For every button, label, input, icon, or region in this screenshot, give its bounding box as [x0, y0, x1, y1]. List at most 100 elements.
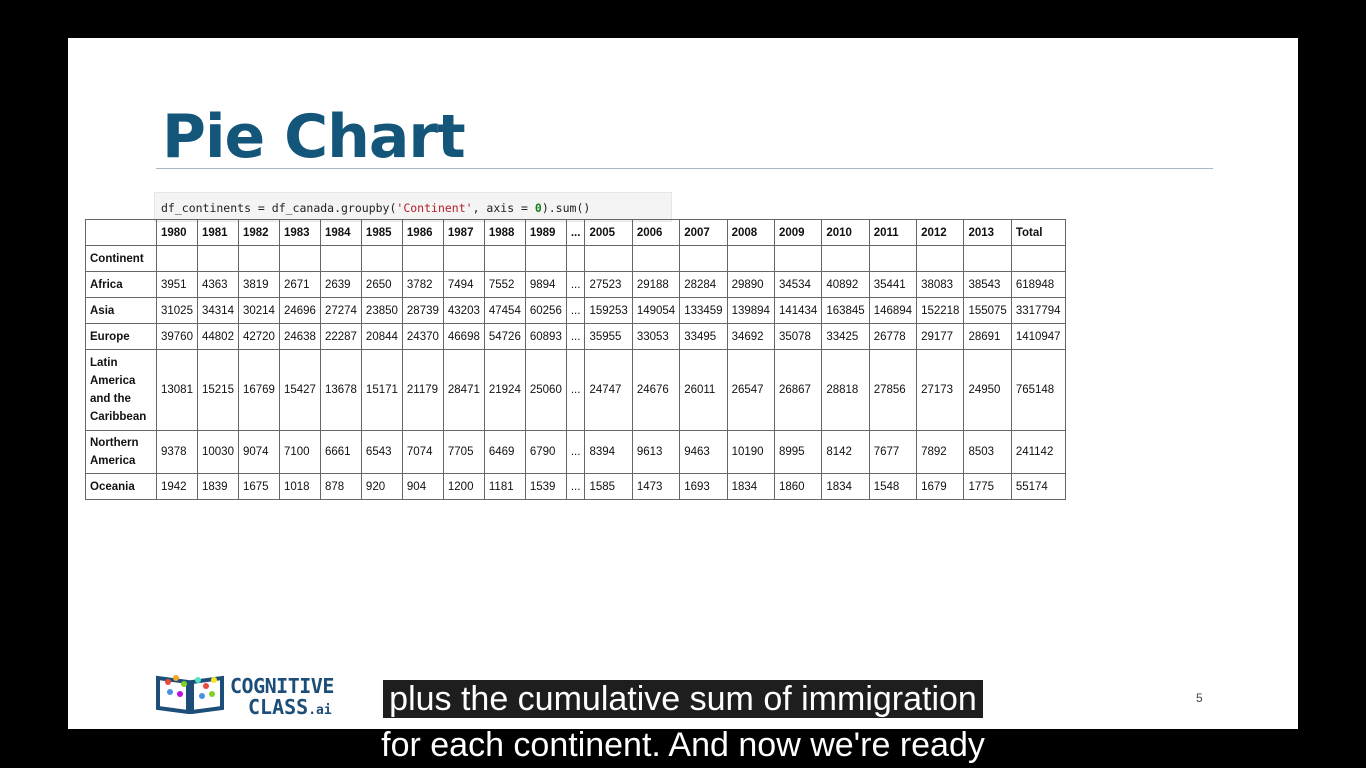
table-cell: 16769 [237, 349, 280, 431]
table-cell: 27856 [868, 349, 918, 431]
column-header: ... [565, 219, 586, 246]
code-number: 0 [534, 201, 542, 215]
empty-cell [401, 245, 444, 272]
table-cell: 29890 [726, 271, 775, 298]
table-cell: 155075 [963, 297, 1012, 324]
table-cell: 34534 [773, 271, 823, 298]
empty-cell [360, 245, 403, 272]
table-cell: 159253 [584, 297, 633, 324]
table-cell: 28739 [401, 297, 444, 324]
code-part-1: df_continents = df_canada.groupby( [161, 201, 397, 215]
subtitle-text-2: for each continent. And now we're ready [381, 726, 985, 764]
table-cell: 23850 [360, 297, 403, 324]
empty-cell [679, 245, 728, 272]
table-cell: 30214 [237, 297, 280, 324]
row-header: Northern America [85, 430, 157, 474]
table-cell: 55174 [1010, 473, 1066, 500]
table-cell: 43203 [442, 297, 485, 324]
subtitle-line-1: plus the cumulative sum of immigration [0, 680, 1366, 719]
table-cell: 1018 [278, 473, 321, 500]
column-header: 1980 [156, 219, 198, 246]
table-cell: ... [565, 349, 586, 431]
table-cell: 24950 [963, 349, 1012, 431]
logo-line-2-text: CLASS [248, 695, 309, 719]
table-cell: 7494 [442, 271, 485, 298]
table-cell: 33495 [679, 323, 728, 350]
code-part-3: ).sum() [541, 201, 591, 215]
table-cell: 1839 [196, 473, 239, 500]
page-number: 5 [1196, 691, 1203, 705]
table-cell: 4363 [196, 271, 239, 298]
table-cell: 24747 [584, 349, 633, 431]
table-cell: 15427 [278, 349, 321, 431]
empty-cell [483, 245, 526, 272]
table-cell: 24676 [631, 349, 681, 431]
table-cell: 2639 [319, 271, 362, 298]
table-cell: 7705 [442, 430, 485, 474]
table-cell: 40892 [821, 271, 870, 298]
logo-line-1: COGNITIVE [230, 674, 334, 698]
table-cell: 7552 [483, 271, 526, 298]
table-cell: 1775 [963, 473, 1012, 500]
table-cell: 920 [360, 473, 403, 500]
table-cell: 38083 [916, 271, 965, 298]
table-cell: 1181 [483, 473, 526, 500]
table-cell: 42720 [237, 323, 280, 350]
column-header: 1988 [483, 219, 526, 246]
table-cell: 33425 [821, 323, 870, 350]
table-index-row: Continent [85, 245, 1066, 272]
table-cell: ... [565, 473, 586, 500]
table-cell: 878 [319, 473, 362, 500]
table-cell: 35441 [868, 271, 918, 298]
table-cell: 22287 [319, 323, 362, 350]
table-row: Europe 39760 44802 42720 24638 22287 20844 2437… [85, 323, 1066, 350]
table-cell: ... [565, 430, 586, 474]
logo-suffix: .ai [308, 703, 332, 718]
empty-cell [726, 245, 775, 272]
table-cell: 28471 [442, 349, 485, 431]
table-cell: 7100 [278, 430, 321, 474]
table-cell: 28818 [821, 349, 870, 431]
table-cell: 139894 [726, 297, 775, 324]
table-cell: 27173 [916, 349, 965, 431]
column-header: 2012 [916, 219, 965, 246]
table-cell: 8394 [584, 430, 633, 474]
table-cell: 163845 [821, 297, 870, 324]
code-string: 'Continent' [396, 201, 473, 215]
table-cell: 28691 [963, 323, 1012, 350]
table-cell: 13678 [319, 349, 362, 431]
table-cell: 241142 [1010, 430, 1066, 474]
empty-cell [565, 245, 586, 272]
table-cell: 152218 [916, 297, 965, 324]
table-cell: 1834 [726, 473, 775, 500]
table-cell: 3782 [401, 271, 444, 298]
table-cell: 24696 [278, 297, 321, 324]
table-cell: 34314 [196, 297, 239, 324]
table-cell: 47454 [483, 297, 526, 324]
table-cell: 33053 [631, 323, 681, 350]
empty-cell [773, 245, 823, 272]
table-cell: 8503 [963, 430, 1012, 474]
column-header: Total [1010, 219, 1066, 246]
empty-cell [442, 245, 485, 272]
table-cell: 1860 [773, 473, 823, 500]
table-cell: 6543 [360, 430, 403, 474]
row-header: Latin America and the Caribbean [85, 349, 157, 431]
table-cell: 1548 [868, 473, 918, 500]
table-cell: 1679 [916, 473, 965, 500]
table-cell: 10030 [196, 430, 239, 474]
table-cell: ... [565, 271, 586, 298]
empty-cell [821, 245, 870, 272]
table-cell: 9378 [156, 430, 198, 474]
table-cell: 25060 [524, 349, 567, 431]
column-header: 1985 [360, 219, 403, 246]
empty-cell [319, 245, 362, 272]
empty-cell [584, 245, 633, 272]
column-header: 2013 [963, 219, 1012, 246]
row-header: Oceania [85, 473, 157, 500]
table-row: Africa 3951 4363 3819 2671 2639 2650 3782 7494 75… [85, 271, 1066, 298]
empty-cell [868, 245, 918, 272]
table-cell: 1675 [237, 473, 280, 500]
subtitle-line-2: for each continent. And now we're ready [0, 726, 1366, 765]
table-cell: 1942 [156, 473, 198, 500]
